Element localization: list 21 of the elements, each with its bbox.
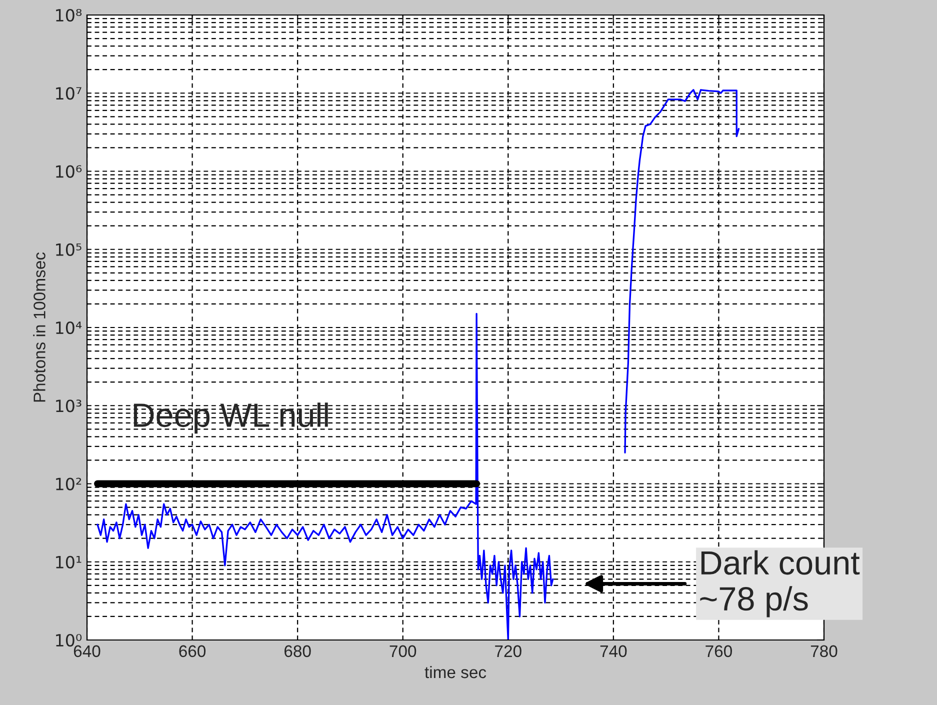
x-tick-label: 700 [390,645,416,658]
x-axis-title: time sec [424,666,486,678]
annotation: Deep WL null [134,402,328,434]
y-tick-label: 10⁷ [56,87,82,100]
y-axis-title: Photons in 100msec [33,252,46,402]
x-tick-label: 660 [179,645,206,658]
x-tick-label: 780 [810,645,838,658]
x-tick-label: 680 [284,645,311,658]
x-tick-label: 720 [495,645,522,658]
x-tick-label: 640 [74,645,100,658]
x-tick-label: 760 [706,645,732,658]
y-tick-label: 10² [56,478,82,490]
y-tick-label: 10⁵ [56,243,82,256]
y-tick-label: 10⁸ [56,8,82,22]
x-tick-label: 740 [600,645,627,658]
y-tick-label: 10⁴ [56,321,82,334]
y-tick-label: 10³ [56,400,82,412]
y-tick-label: 10⁰ [56,634,82,647]
y-tick-label: 10⁶ [56,165,82,178]
y-tick-label: 10¹ [56,556,82,568]
annotation: Dark count ~78 p/s [700,550,860,618]
